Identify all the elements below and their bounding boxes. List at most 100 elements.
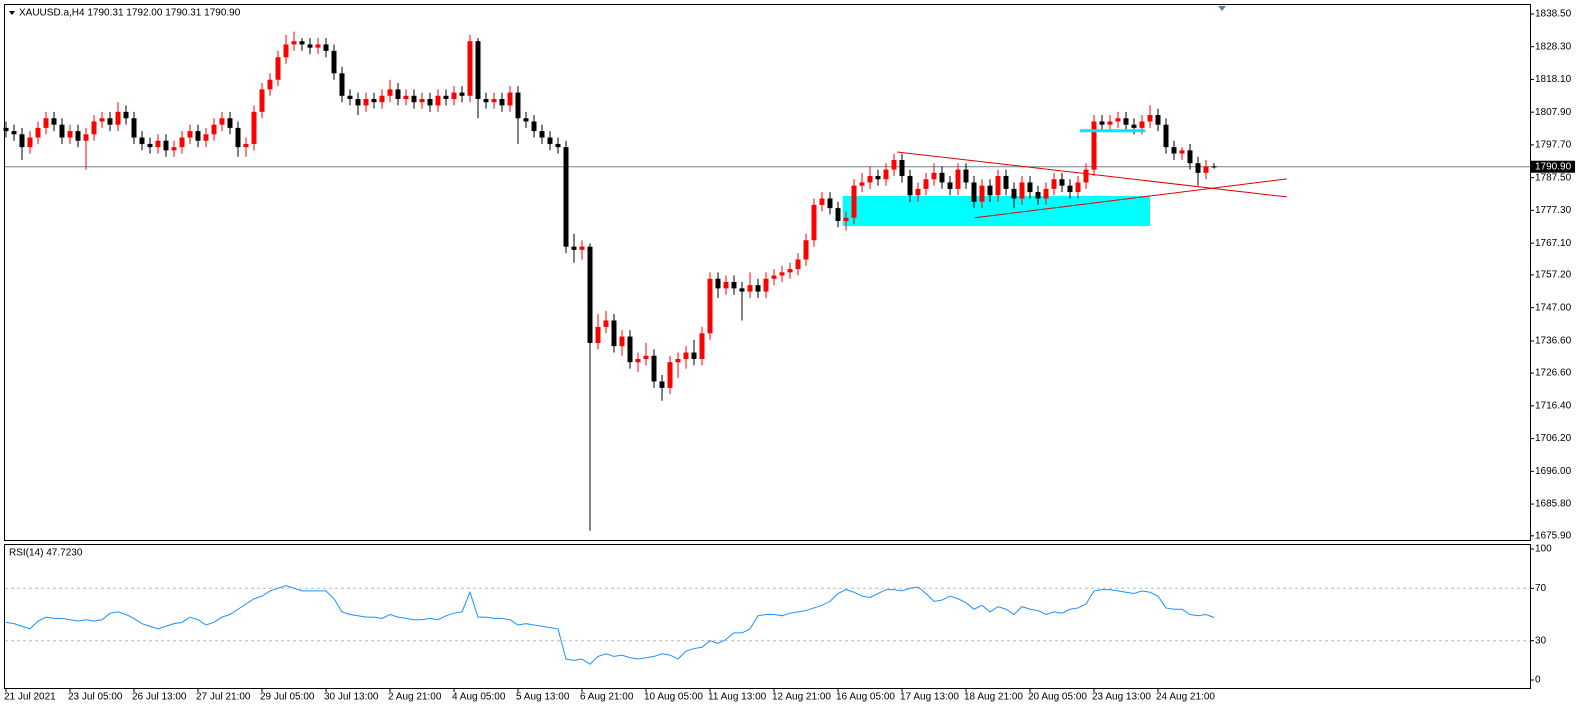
x-tick-label: 2 Aug 21:00: [388, 692, 442, 703]
candle-body: [491, 99, 497, 103]
y-tick-label: 1747.00: [1535, 302, 1572, 313]
candle-body: [251, 111, 257, 144]
y-tick-label: 1838.50: [1535, 9, 1572, 20]
candle-body: [1195, 163, 1201, 173]
candle-body: [475, 41, 481, 100]
x-tick-label: 29 Jul 05:00: [260, 692, 315, 703]
candle-body: [267, 79, 273, 90]
candle-body: [795, 259, 801, 270]
candle-body: [59, 124, 65, 138]
candle-body: [811, 204, 817, 241]
candle-body: [323, 44, 329, 51]
candle-body: [827, 198, 833, 209]
candle-body: [1083, 169, 1089, 183]
candle-body: [963, 169, 969, 183]
candle-body: [571, 246, 577, 250]
candle-body: [875, 176, 881, 180]
candle-body: [979, 185, 985, 202]
candle-body: [907, 176, 913, 196]
candle-body: [19, 134, 25, 148]
rsi-pane: [4, 544, 1531, 689]
candle-body: [723, 281, 729, 289]
candle-body: [467, 41, 473, 96]
candle-body: [1211, 166, 1217, 168]
candle-body: [1067, 185, 1073, 193]
x-tick-label: 12 Aug 21:00: [772, 692, 831, 703]
candle-body: [531, 121, 537, 132]
rsi-line: [5, 585, 1215, 665]
candle-body: [75, 131, 81, 141]
candle-body: [515, 92, 521, 119]
x-tick-label: 5 Aug 13:00: [516, 692, 570, 703]
y-tick-label: 1828.30: [1535, 41, 1572, 52]
candle-body: [155, 140, 161, 148]
candle-body: [443, 95, 449, 100]
candle-body: [667, 362, 673, 388]
candle-body: [1139, 121, 1145, 128]
candle-body: [67, 131, 73, 138]
current-price-label: 1790.90: [1535, 161, 1572, 172]
x-tick-label: 24 Aug 21:00: [1156, 692, 1215, 703]
candle-body: [179, 137, 185, 148]
candle-body: [291, 41, 297, 45]
candle-body: [1187, 150, 1193, 164]
candle-body: [163, 140, 169, 151]
candle-body: [1035, 192, 1041, 199]
candle-body: [115, 111, 121, 125]
candle-body: [1131, 124, 1137, 128]
candle-body: [99, 118, 105, 122]
y-tick-label: 1818.10: [1535, 74, 1572, 85]
candle-body: [3, 127, 9, 132]
x-tick-label: 20 Aug 05:00: [1028, 692, 1087, 703]
candle-body: [363, 99, 369, 106]
chart-title: XAUUSD.a,H4 1790.31 1792.00 1790.31 1790…: [19, 8, 241, 19]
candle-body: [339, 73, 345, 96]
candle-body: [1059, 179, 1065, 186]
candle-body: [915, 188, 921, 196]
candle-body: [683, 352, 689, 359]
candle-body: [747, 285, 753, 292]
candle-body: [403, 95, 409, 100]
candle-body: [43, 118, 49, 128]
candle-body: [803, 240, 809, 260]
candle-body: [843, 217, 849, 221]
y-tick-label: 1685.80: [1535, 499, 1572, 510]
candle-body: [787, 269, 793, 273]
x-tick-label: 27 Jul 21:00: [196, 692, 251, 703]
candle-body: [283, 44, 289, 58]
candle-body: [1043, 188, 1049, 199]
candle-body: [1099, 121, 1105, 125]
candle-body: [131, 118, 137, 138]
candle-body: [651, 355, 657, 382]
candle-body: [387, 89, 393, 96]
candle-body: [971, 182, 977, 202]
candle-body: [707, 278, 713, 334]
candle-body: [987, 185, 993, 196]
y-tick-label: 70: [1535, 583, 1547, 594]
candle-body: [1147, 115, 1153, 122]
candle-body: [171, 147, 177, 151]
candle-body: [435, 95, 441, 106]
x-tick-label: 4 Aug 05:00: [452, 692, 506, 703]
candle-body: [299, 41, 305, 45]
x-tick-label: 21 Jul 2021: [4, 692, 56, 703]
candle-body: [419, 99, 425, 103]
candle-body: [659, 381, 665, 388]
candle-body: [139, 137, 145, 144]
candle-body: [411, 95, 417, 103]
menu-arrow: [9, 11, 15, 15]
candle-body: [923, 179, 929, 189]
candle-body: [1123, 118, 1129, 125]
candle-body: [211, 124, 217, 135]
candle-body: [83, 134, 89, 141]
candle-body: [1203, 166, 1209, 173]
y-tick-label: 1675.90: [1535, 530, 1572, 541]
candle-body: [227, 118, 233, 128]
y-tick-label: 1787.50: [1535, 172, 1572, 183]
candle-body: [947, 182, 953, 189]
zone: [842, 195, 1150, 227]
candle-body: [1155, 115, 1161, 125]
candle-body: [1107, 121, 1113, 125]
candle-body: [635, 358, 641, 363]
